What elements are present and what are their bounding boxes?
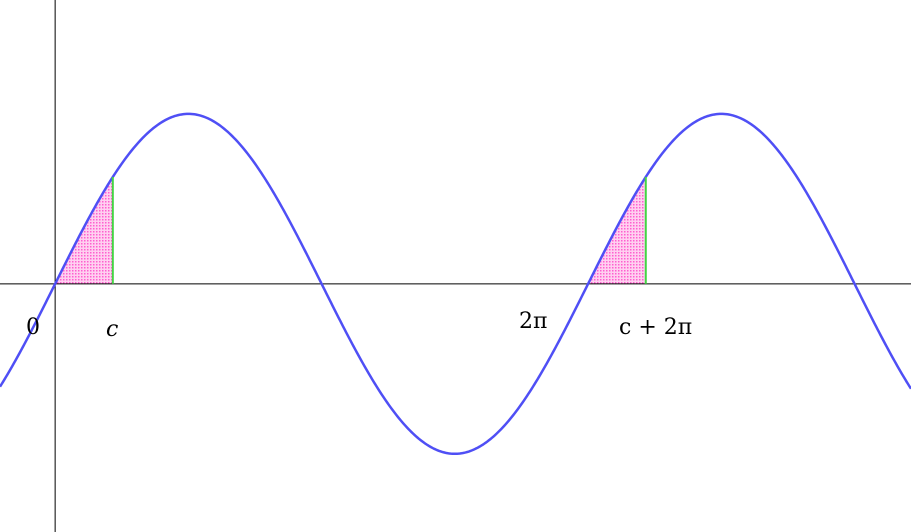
- tick-label-0: 0: [26, 315, 40, 340]
- tick-label-2pi: 2π: [519, 309, 547, 334]
- sine-curve: [0, 112, 911, 456]
- tick-label-c: c: [106, 317, 118, 342]
- tick-label-c-plus-2pi: c + 2π: [619, 315, 692, 340]
